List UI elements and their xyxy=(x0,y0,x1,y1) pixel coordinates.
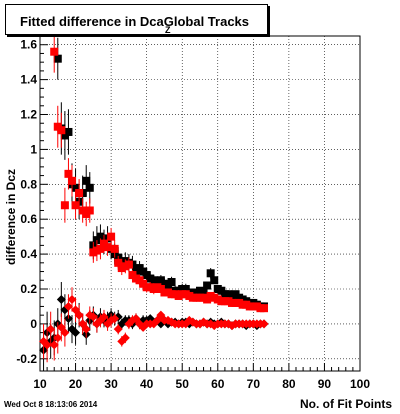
data-point-diamond xyxy=(49,340,59,350)
x-tick-label: 80 xyxy=(282,377,296,391)
data-point-diamond xyxy=(88,312,98,322)
data-point-diamond xyxy=(60,328,70,338)
data-point-square xyxy=(260,304,268,313)
x-tick-label: 100 xyxy=(350,377,370,391)
data-point-square xyxy=(199,288,208,297)
x-axis-label: No. of Fit Points xyxy=(300,397,392,411)
data-point-square xyxy=(96,232,105,241)
y-axis-label-text: difference in Dcz xyxy=(4,168,18,265)
y-tick-label: 0.8 xyxy=(20,177,37,191)
chart-title: Fitted difference in DcaGlobal Tracks xyxy=(20,14,250,29)
data-point-diamond xyxy=(71,328,81,338)
data-point-diamond xyxy=(259,319,269,329)
y-tick-label: 1 xyxy=(30,142,37,156)
chart-title-subscript: Z xyxy=(165,25,171,35)
data-point-square xyxy=(60,201,69,210)
x-tick-label: 40 xyxy=(140,377,154,391)
data-point-square xyxy=(53,54,62,63)
data-point-diamond xyxy=(56,322,66,332)
data-point-square xyxy=(96,244,105,253)
data-point-square xyxy=(75,189,84,198)
data-point-square xyxy=(114,258,123,267)
x-tick-label: 70 xyxy=(247,377,261,391)
data-point-diamond xyxy=(74,310,84,320)
data-point-square xyxy=(64,169,73,178)
data-point-diamond xyxy=(110,314,120,324)
timestamp-footer: Wed Oct 8 18:13:06 2014 xyxy=(4,400,98,409)
data-point-diamond xyxy=(46,324,56,334)
x-tick-label: 50 xyxy=(176,377,190,391)
data-point-square xyxy=(71,183,80,192)
data-point-square xyxy=(64,127,73,136)
data-point-square xyxy=(71,201,80,210)
data-point-diamond xyxy=(120,333,130,343)
data-point-square xyxy=(85,183,94,192)
data-point-diamond xyxy=(99,312,109,322)
x-tick-label: 10 xyxy=(33,377,47,391)
data-point-square xyxy=(57,126,66,135)
data-point-diamond xyxy=(67,294,77,304)
y-tick-label: 0.6 xyxy=(20,212,37,226)
data-point-square xyxy=(124,260,133,269)
data-point-square xyxy=(206,269,215,278)
data-point-square xyxy=(110,244,119,253)
data-point-diamond xyxy=(53,333,63,343)
data-point-diamond xyxy=(42,340,52,350)
data-point-square xyxy=(107,232,116,241)
x-tick-label: 60 xyxy=(211,377,225,391)
x-tick-label: 20 xyxy=(69,377,83,391)
data-point-square xyxy=(167,278,176,287)
data-point-square xyxy=(68,176,76,185)
y-tick-label: -0.2 xyxy=(16,352,37,366)
data-point-diamond xyxy=(113,324,123,334)
data-point-square xyxy=(85,206,94,215)
y-tick-label: 0 xyxy=(30,317,37,331)
data-point-diamond xyxy=(63,301,73,311)
data-point-square xyxy=(203,281,212,290)
y-axis-label: difference in Dcz xyxy=(4,169,18,265)
y-tick-label: 0.2 xyxy=(20,282,37,296)
data-point-square xyxy=(50,47,59,56)
x-tick-label: 30 xyxy=(104,377,118,391)
data-point-diamond xyxy=(56,294,66,304)
title-box: Fitted difference in DcaGlobal Tracks Z xyxy=(5,4,268,35)
data-point-square xyxy=(82,176,91,185)
data-point-square xyxy=(103,243,112,252)
plot-frame xyxy=(39,35,361,372)
y-tick-label: 1.6 xyxy=(20,38,37,52)
x-tick-label: 90 xyxy=(318,377,332,391)
y-tick-label: 0.4 xyxy=(20,247,37,261)
y-tick-label: 1.4 xyxy=(20,73,37,87)
y-tick-label: 1.2 xyxy=(20,108,37,122)
data-point-square xyxy=(210,276,219,285)
data-point-diamond xyxy=(81,324,91,334)
